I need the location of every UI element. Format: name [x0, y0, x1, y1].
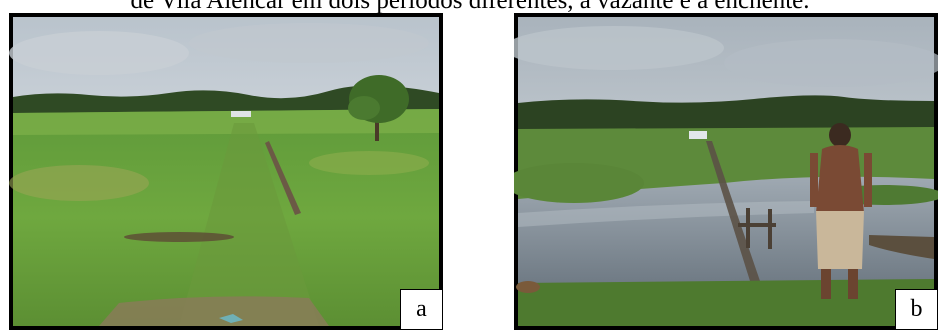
flooded-field-image — [514, 17, 938, 326]
dry-season-field-image — [9, 17, 439, 326]
photo-panel-b: b — [514, 13, 938, 330]
panel-label-a: a — [400, 289, 443, 330]
photo-panel-a: a — [9, 13, 443, 330]
panel-label-b: b — [895, 289, 938, 330]
figure-caption: de Vila Alencar em dois períodos diferen… — [130, 0, 810, 14]
